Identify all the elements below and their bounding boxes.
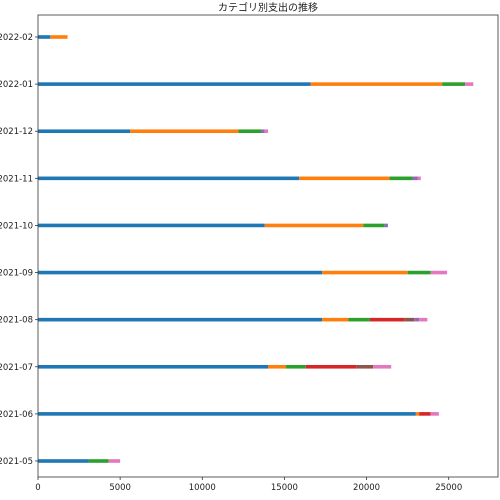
bar-layer — [38, 35, 474, 463]
x-axis: 0 5000 10000 15000 20000 25000 — [35, 477, 462, 493]
bar-segment-2021-09-s2 — [407, 270, 431, 275]
bar-segment-2021-08-s6 — [419, 317, 428, 322]
bar-segment-2021-09-s6 — [430, 270, 448, 275]
y-tick-label: 2021-11 — [0, 174, 33, 184]
bar-segment-2021-12-s1 — [130, 129, 239, 134]
bar-segment-2021-07-s3 — [305, 364, 357, 369]
bar-segment-2021-07-s1 — [268, 364, 287, 369]
bar-segment-2021-08-s2 — [348, 317, 370, 322]
bar-segment-2021-07-s2 — [286, 364, 306, 369]
y-tick-label: 2021-12 — [0, 127, 33, 137]
bar-segment-2021-07-s4 — [356, 364, 374, 369]
bar-segment-2022-01-s2 — [442, 82, 466, 86]
bar-segment-2022-01-s1 — [310, 82, 443, 86]
y-tick-label: 2022-01 — [0, 80, 33, 90]
bar-segment-2021-05-s0 — [38, 459, 89, 463]
bar-segment-2021-05-s2 — [88, 459, 109, 463]
y-tick-label: 2021-07 — [0, 363, 33, 373]
bar-segment-2021-05-s6 — [108, 459, 121, 463]
bar-segment-2021-07-s6 — [373, 364, 392, 369]
bar-segment-2021-06-s3 — [419, 412, 431, 416]
y-tick-label: 2021-09 — [0, 269, 33, 279]
bar-segment-2021-08-s1 — [322, 317, 349, 322]
y-tick-label: 2022-02 — [0, 33, 33, 43]
bar-segment-2021-06-s6 — [430, 412, 439, 416]
chart-title: カテゴリ別支出の推移 — [218, 1, 318, 14]
bar-segment-2021-12-s2 — [238, 129, 262, 134]
bar-segment-2022-01-s0 — [38, 82, 311, 86]
bar-segment-2022-02-s0 — [38, 35, 51, 39]
bar-segment-2021-10-s2 — [363, 223, 385, 228]
bar-segment-2021-08-s5 — [414, 317, 420, 322]
x-tick-label: 0 — [35, 483, 40, 493]
bar-segment-2021-11-s6 — [417, 176, 421, 181]
x-tick-label: 25000 — [435, 483, 462, 493]
bar-segment-2021-12-s6 — [264, 129, 268, 134]
y-tick-label: 2021-10 — [0, 221, 33, 231]
y-tick-label: 2021-08 — [0, 316, 33, 326]
x-tick-label: 10000 — [189, 483, 216, 493]
bar-segment-2021-11-s0 — [38, 176, 300, 181]
y-tick-label: 2021-05 — [0, 457, 33, 467]
bar-segment-2021-12-s0 — [38, 129, 130, 134]
bar-segment-2021-12-s5 — [261, 129, 265, 134]
bar-segment-2021-08-s3 — [369, 317, 405, 322]
bar-segment-2021-11-s2 — [389, 176, 413, 181]
y-tick-label: 2021-06 — [0, 410, 33, 420]
x-tick-label: 5000 — [109, 483, 131, 493]
bar-segment-2021-11-s5 — [412, 176, 418, 181]
bar-segment-2021-08-s4 — [404, 317, 415, 322]
y-axis: 2021-05 2021-06 2021-07 2021-08 2021-09 2021-… — [0, 33, 38, 467]
x-tick-label: 15000 — [271, 483, 298, 493]
x-tick-label: 20000 — [353, 483, 380, 493]
bar-segment-2021-07-s0 — [38, 364, 268, 369]
bar-segment-2021-08-s0 — [38, 317, 323, 322]
bar-segment-2022-01-s6 — [465, 82, 474, 86]
bar-segment-2021-10-s0 — [38, 223, 265, 228]
bar-segment-2021-09-s1 — [322, 270, 408, 275]
bar-segment-2021-09-s0 — [38, 270, 323, 275]
plot-frame — [37, 14, 499, 478]
bar-segment-2021-06-s1 — [415, 412, 420, 416]
bar-segment-2021-11-s1 — [299, 176, 390, 181]
bar-segment-2021-10-s5 — [384, 223, 388, 228]
bar-segment-2022-02-s1 — [50, 35, 68, 39]
bar-segment-2021-10-s1 — [264, 223, 364, 228]
bar-segment-2021-06-s0 — [38, 412, 416, 416]
